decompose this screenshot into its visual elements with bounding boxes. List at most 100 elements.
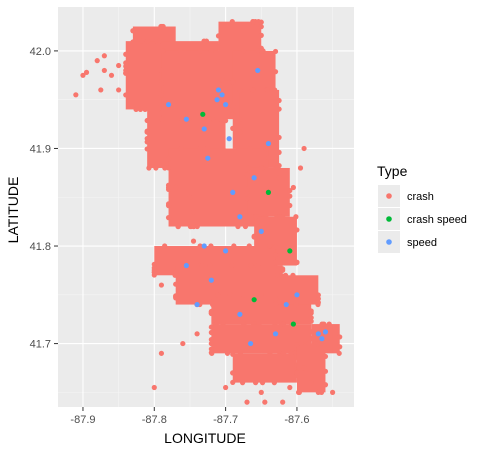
data-point xyxy=(157,38,163,44)
data-point xyxy=(158,110,165,116)
data-point xyxy=(215,44,222,50)
x-axis-ticks: -87.9 -87.8 -87.7 -87.6 xyxy=(70,407,309,426)
data-point xyxy=(215,33,222,39)
data-point xyxy=(322,353,329,360)
data-point xyxy=(301,365,307,371)
data-point xyxy=(272,292,279,298)
data-point xyxy=(276,106,282,112)
data-point xyxy=(194,301,200,308)
data-point xyxy=(254,262,261,269)
data-point xyxy=(276,149,282,155)
data-point xyxy=(272,301,279,307)
data-point xyxy=(197,145,203,152)
data-point xyxy=(293,301,299,308)
data-point xyxy=(160,23,166,30)
data-point xyxy=(237,311,243,317)
data-point xyxy=(267,243,273,249)
data-point xyxy=(258,32,264,38)
data-point xyxy=(247,145,253,152)
data-point xyxy=(336,350,342,356)
legend-label: crash speed xyxy=(407,214,467,226)
data-point xyxy=(206,116,213,122)
data-points xyxy=(73,19,343,405)
data-point xyxy=(306,340,312,347)
data-point xyxy=(237,87,243,94)
data-point xyxy=(94,58,100,64)
data-point xyxy=(223,384,229,391)
data-point xyxy=(208,336,214,343)
data-point xyxy=(294,342,300,348)
data-point xyxy=(240,292,246,298)
data-point xyxy=(337,334,343,340)
data-point xyxy=(201,243,207,249)
data-point xyxy=(159,116,165,122)
data-point xyxy=(262,399,268,405)
data-point xyxy=(203,38,210,44)
data-point xyxy=(226,136,232,142)
x-tick-label: -87.7 xyxy=(213,414,238,426)
data-point xyxy=(183,116,189,122)
data-point xyxy=(207,262,213,269)
data-point xyxy=(272,87,278,93)
data-point xyxy=(173,268,179,275)
data-point xyxy=(116,87,122,93)
data-point xyxy=(280,266,286,272)
data-point xyxy=(208,350,214,356)
data-point xyxy=(190,238,197,244)
data-point xyxy=(151,384,157,391)
data-point xyxy=(144,128,150,134)
data-point xyxy=(251,175,257,181)
data-point xyxy=(201,126,207,132)
data-point xyxy=(326,321,332,327)
data-point xyxy=(73,92,79,98)
data-point xyxy=(227,292,233,298)
data-point xyxy=(194,331,200,337)
data-point xyxy=(162,165,168,171)
data-point xyxy=(308,380,314,386)
y-tick-label: 42.0 xyxy=(30,46,51,58)
x-tick-label: -87.9 xyxy=(70,414,95,426)
data-point xyxy=(294,370,300,376)
data-point xyxy=(146,165,152,171)
data-point xyxy=(287,202,293,209)
data-point xyxy=(322,368,329,374)
data-point xyxy=(144,117,150,124)
y-axis-title: LATITUDE xyxy=(5,177,21,244)
data-point xyxy=(280,214,286,220)
data-point xyxy=(169,38,176,44)
data-point xyxy=(116,62,122,69)
data-point xyxy=(194,223,200,230)
data-point xyxy=(272,244,279,250)
data-point xyxy=(197,48,203,54)
data-point xyxy=(158,103,165,109)
data-point xyxy=(288,350,294,356)
data-point xyxy=(283,301,289,308)
data-point xyxy=(282,272,289,278)
data-point xyxy=(162,243,168,249)
data-point xyxy=(165,184,172,191)
data-point xyxy=(244,399,250,405)
data-point xyxy=(153,165,159,171)
data-point xyxy=(165,203,172,209)
y-axis-ticks: 41.7 41.8 41.9 42.0 xyxy=(30,46,58,351)
data-point xyxy=(214,97,220,103)
legend-key-dot xyxy=(386,193,392,199)
data-point xyxy=(287,248,293,254)
data-point xyxy=(273,165,279,171)
data-point xyxy=(250,19,256,25)
legend-key-dot xyxy=(386,239,392,245)
data-point xyxy=(237,129,243,135)
data-point xyxy=(272,252,279,258)
data-point xyxy=(108,72,115,78)
data-point xyxy=(280,399,286,405)
data-point xyxy=(315,292,321,298)
data-point xyxy=(224,350,231,356)
data-point xyxy=(208,277,214,283)
data-point xyxy=(337,344,343,350)
data-point xyxy=(281,350,287,356)
data-point xyxy=(130,28,136,34)
data-point xyxy=(276,175,282,181)
data-point xyxy=(231,243,237,249)
data-point xyxy=(259,380,266,386)
data-point xyxy=(190,209,197,215)
